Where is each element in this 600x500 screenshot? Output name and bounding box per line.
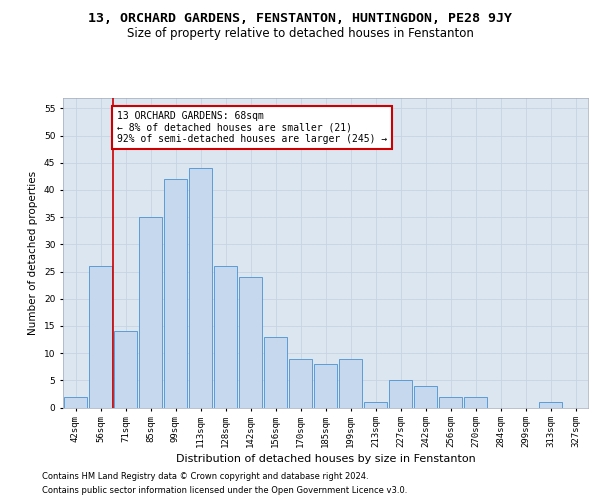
Bar — [439, 396, 462, 407]
Bar — [414, 386, 437, 407]
Bar — [114, 332, 137, 407]
Bar — [89, 266, 112, 408]
Bar — [264, 337, 287, 407]
Y-axis label: Number of detached properties: Number of detached properties — [28, 170, 38, 334]
Text: 13 ORCHARD GARDENS: 68sqm
← 8% of detached houses are smaller (21)
92% of semi-d: 13 ORCHARD GARDENS: 68sqm ← 8% of detach… — [117, 111, 387, 144]
Text: Contains HM Land Registry data © Crown copyright and database right 2024.: Contains HM Land Registry data © Crown c… — [42, 472, 368, 481]
Bar — [214, 266, 237, 408]
X-axis label: Distribution of detached houses by size in Fenstanton: Distribution of detached houses by size … — [176, 454, 475, 464]
Bar — [314, 364, 337, 408]
Bar — [239, 277, 262, 407]
Text: 13, ORCHARD GARDENS, FENSTANTON, HUNTINGDON, PE28 9JY: 13, ORCHARD GARDENS, FENSTANTON, HUNTING… — [88, 12, 512, 26]
Bar — [289, 358, 312, 408]
Bar — [464, 396, 487, 407]
Bar — [389, 380, 412, 407]
Text: Contains public sector information licensed under the Open Government Licence v3: Contains public sector information licen… — [42, 486, 407, 495]
Bar — [64, 396, 87, 407]
Bar — [364, 402, 387, 407]
Bar — [139, 217, 162, 408]
Bar — [339, 358, 362, 408]
Text: Size of property relative to detached houses in Fenstanton: Size of property relative to detached ho… — [127, 28, 473, 40]
Bar — [189, 168, 212, 408]
Bar — [164, 179, 187, 408]
Bar — [539, 402, 562, 407]
